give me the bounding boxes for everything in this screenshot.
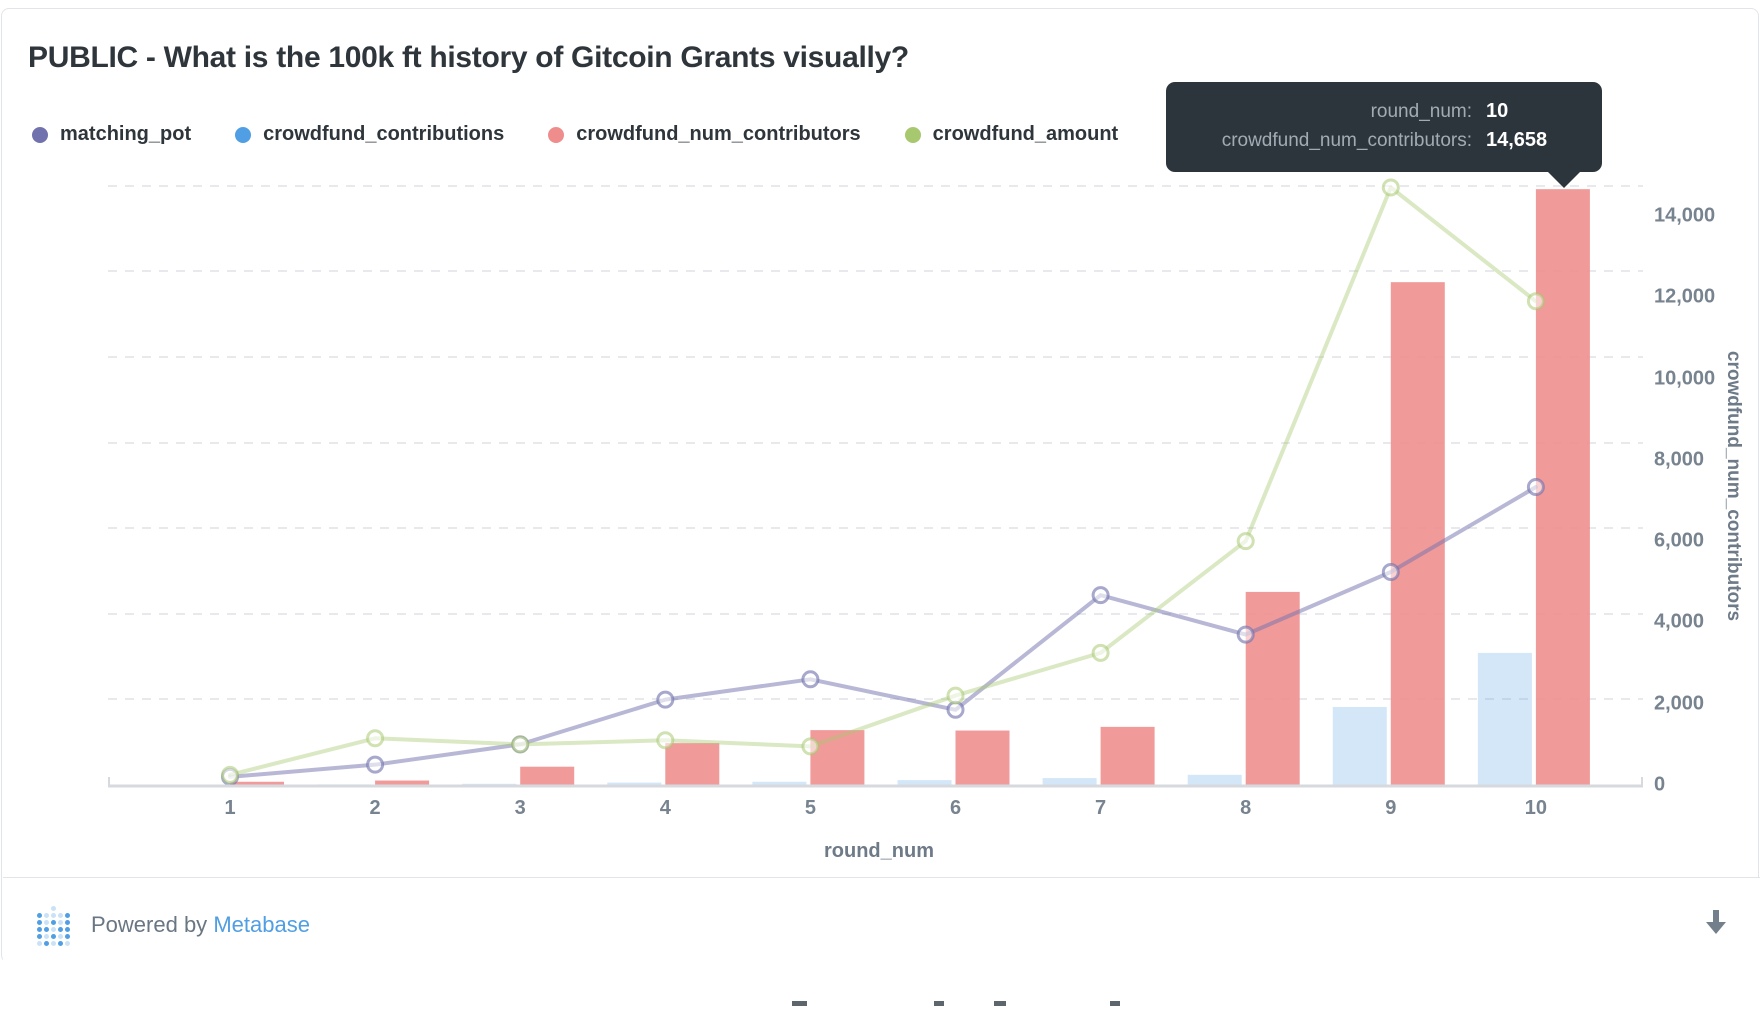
x-axis-title: round_num xyxy=(824,840,934,863)
x-tick-label-9: 9 xyxy=(1385,797,1396,820)
line-crowdfund_amount xyxy=(230,187,1536,774)
x-tick-label-10: 10 xyxy=(1525,797,1547,820)
bar-crowdfund_num_contributors-round-3[interactable] xyxy=(520,767,574,785)
bar-crowdfund_contributions-round-6[interactable] xyxy=(898,780,952,785)
point-crowdfund_amount-round-10[interactable] xyxy=(1528,294,1543,309)
y-tick-label-0: 0 xyxy=(1654,774,1665,797)
bar-crowdfund_num_contributors-round-9[interactable] xyxy=(1391,282,1445,785)
metabase-logo-icon xyxy=(37,906,73,944)
point-crowdfund_amount-round-4[interactable] xyxy=(658,733,673,748)
point-matching_pot-round-2[interactable] xyxy=(368,757,383,772)
point-crowdfund_amount-round-5[interactable] xyxy=(803,739,818,754)
bar-crowdfund_contributions-round-10[interactable] xyxy=(1478,653,1532,785)
point-matching_pot-round-10[interactable] xyxy=(1528,480,1543,495)
point-matching_pot-round-7[interactable] xyxy=(1093,588,1108,603)
x-tick-label-7: 7 xyxy=(1095,797,1106,820)
tooltip-label: crowdfund_num_contributors: xyxy=(1222,126,1472,155)
point-crowdfund_amount-round-6[interactable] xyxy=(948,688,963,703)
down-arrow-icon xyxy=(1701,906,1731,940)
metabase-link[interactable]: Metabase xyxy=(213,912,310,937)
x-tick-label-6: 6 xyxy=(950,797,961,820)
tooltip-row: crowdfund_num_contributors: 14,658 xyxy=(1186,126,1582,155)
y-tick-label-10000: 10,000 xyxy=(1654,367,1715,390)
y-tick-label-8000: 8,000 xyxy=(1654,448,1704,471)
powered-by-label: Powered by xyxy=(91,912,207,937)
point-matching_pot-round-5[interactable] xyxy=(803,672,818,687)
tooltip-value: 14,658 xyxy=(1486,126,1582,155)
bar-crowdfund_num_contributors-round-6[interactable] xyxy=(956,731,1010,785)
y-tick-label-4000: 4,000 xyxy=(1654,611,1704,634)
tooltip-label: round_num: xyxy=(1371,97,1472,126)
x-tick-label-8: 8 xyxy=(1240,797,1251,820)
footer-bar: Powered by Metabase xyxy=(3,877,1760,972)
y-tick-label-2000: 2,000 xyxy=(1654,692,1704,715)
y-tick-label-6000: 6,000 xyxy=(1654,530,1704,553)
y-tick-label-12000: 12,000 xyxy=(1654,286,1715,309)
bar-crowdfund_num_contributors-round-4[interactable] xyxy=(665,743,719,785)
x-tick-label-1: 1 xyxy=(224,797,235,820)
point-crowdfund_amount-round-1[interactable] xyxy=(223,767,238,782)
tooltip: round_num: 10 crowdfund_num_contributors: 1… xyxy=(1166,82,1602,172)
question-card: PUBLIC - What is the 100k ft history of … xyxy=(1,8,1759,963)
bar-crowdfund_contributions-round-9[interactable] xyxy=(1333,707,1387,785)
tooltip-caret xyxy=(1547,171,1581,188)
point-crowdfund_amount-round-9[interactable] xyxy=(1383,180,1398,195)
x-tick-label-5: 5 xyxy=(805,797,816,820)
x-tick-label-4: 4 xyxy=(660,797,671,820)
bar-crowdfund_contributions-round-8[interactable] xyxy=(1188,775,1242,785)
y-axis-title: crowdfund_num_contributors xyxy=(1722,351,1744,621)
point-matching_pot-round-4[interactable] xyxy=(658,692,673,707)
powered-by-text: Powered by Metabase xyxy=(91,912,310,938)
point-matching_pot-round-9[interactable] xyxy=(1383,564,1398,579)
point-crowdfund_amount-round-8[interactable] xyxy=(1238,534,1253,549)
x-tick-label-2: 2 xyxy=(370,797,381,820)
y-tick-label-14000: 14,000 xyxy=(1654,204,1715,227)
bar-crowdfund_num_contributors-round-2[interactable] xyxy=(375,781,429,785)
tooltip-row: round_num: 10 xyxy=(1186,97,1582,126)
x-tick-label-3: 3 xyxy=(515,797,526,820)
bar-crowdfund_contributions-round-7[interactable] xyxy=(1043,778,1097,785)
point-matching_pot-round-8[interactable] xyxy=(1238,627,1253,642)
bar-crowdfund_num_contributors-round-7[interactable] xyxy=(1101,727,1155,785)
point-crowdfund_amount-round-7[interactable] xyxy=(1093,645,1108,660)
download-results-button[interactable] xyxy=(1701,906,1731,940)
tooltip-value: 10 xyxy=(1486,97,1582,126)
point-crowdfund_amount-round-3[interactable] xyxy=(513,737,528,752)
point-crowdfund_amount-round-2[interactable] xyxy=(368,731,383,746)
